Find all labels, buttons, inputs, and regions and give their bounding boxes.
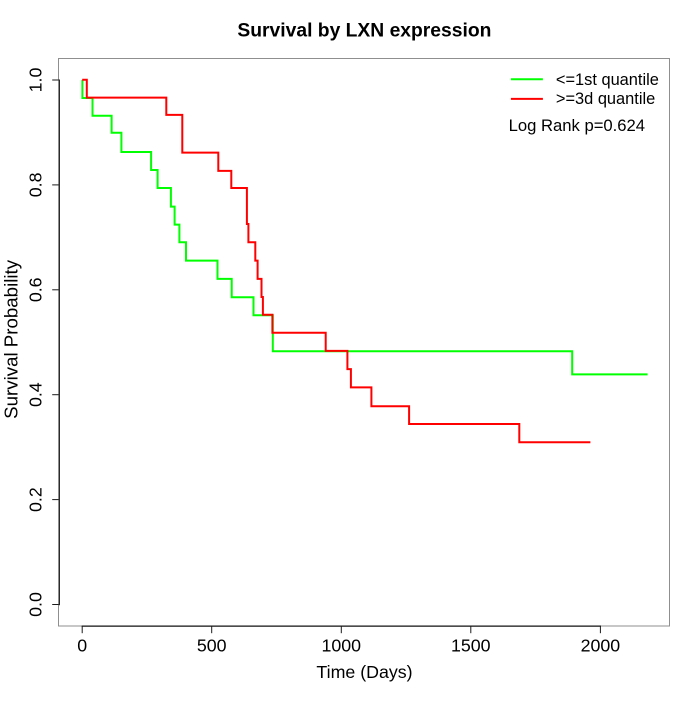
svg-text:0: 0 [77, 636, 87, 656]
svg-text:0.2: 0.2 [25, 487, 45, 512]
svg-text:0.6: 0.6 [25, 277, 45, 302]
svg-text:1500: 1500 [451, 636, 491, 656]
svg-text:Log Rank p=0.624: Log Rank p=0.624 [509, 116, 645, 135]
svg-text:<=1st quantile: <=1st quantile [556, 71, 659, 89]
svg-text:Survival by LXN expression: Survival by LXN expression [237, 20, 491, 41]
svg-text:0.0: 0.0 [25, 592, 45, 617]
svg-text:Time (Days): Time (Days) [316, 662, 412, 682]
svg-text:0.4: 0.4 [25, 382, 45, 407]
svg-text:500: 500 [197, 636, 227, 656]
svg-text:0.8: 0.8 [25, 172, 45, 197]
svg-text:2000: 2000 [581, 636, 621, 656]
svg-text:>=3d quantile: >=3d quantile [556, 90, 655, 108]
svg-text:1000: 1000 [322, 636, 362, 656]
svg-text:Survival Probability: Survival Probability [0, 259, 21, 419]
svg-text:1.0: 1.0 [25, 68, 45, 93]
